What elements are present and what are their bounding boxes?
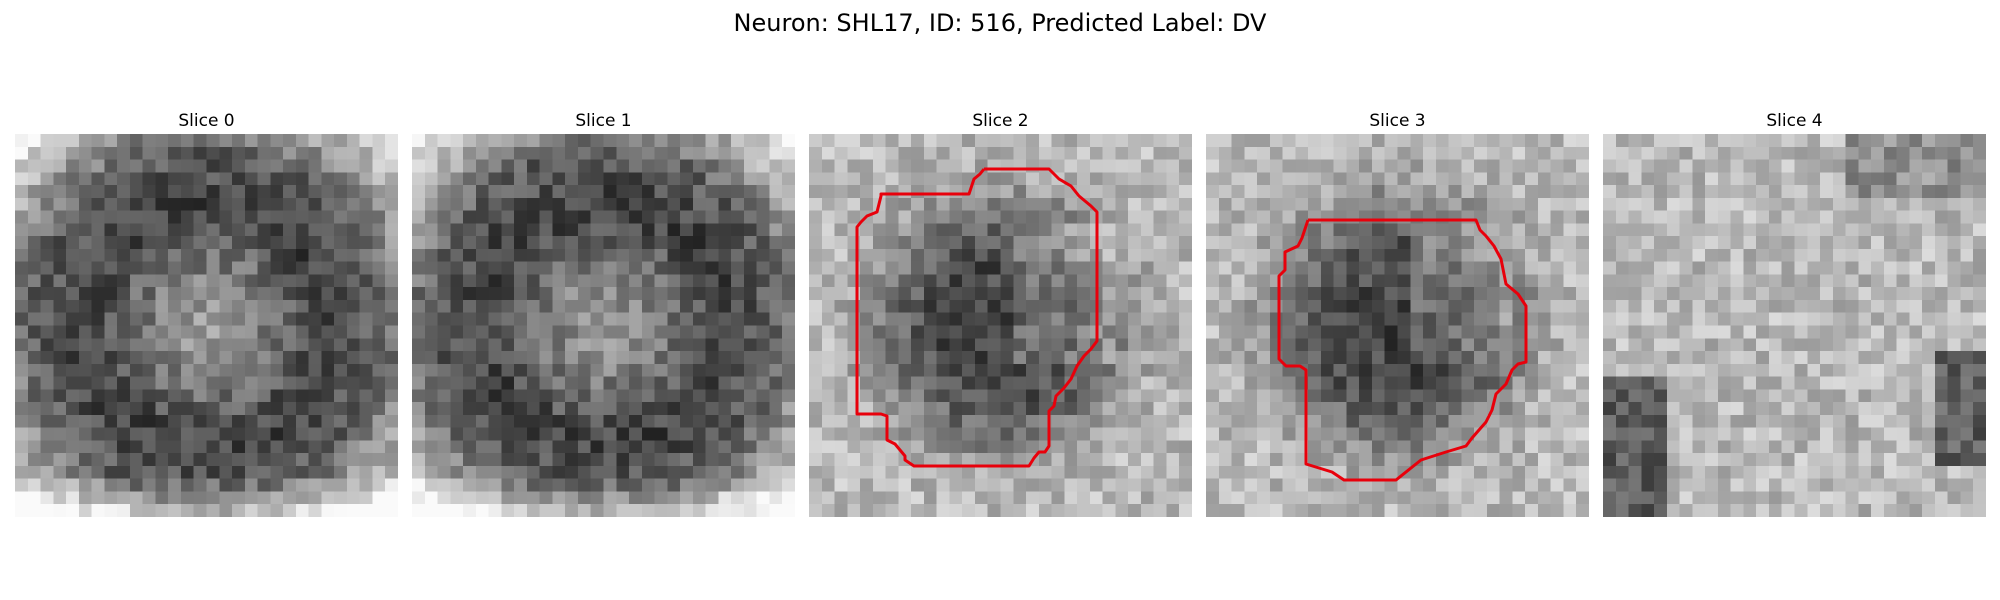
slice-image-1 [412,134,795,517]
slice-title-4: Slice 4 [1766,111,1823,131]
slice-panel-0: Slice 0 [15,110,398,523]
slice-panel-2: Slice 2 [809,110,1192,523]
slice-title-3: Slice 3 [1369,111,1426,131]
slice-image-0 [15,134,398,517]
slice-title-2: Slice 2 [972,111,1029,131]
slice-title-1: Slice 1 [575,111,632,131]
slice-panel-3: Slice 3 [1206,110,1589,523]
contour-overlay-3 [1277,218,1528,482]
figure-title: Neuron: SHL17, ID: 516, Predicted Label:… [733,9,1267,37]
segmentation-contour-3 [1277,218,1528,482]
slice-panel-1: Slice 1 [412,110,795,523]
slice-image-2 [809,134,1192,517]
segmentation-contour-2 [855,167,1099,468]
slice-title-0: Slice 0 [178,111,235,131]
slice-image-4 [1603,134,1986,517]
slice-panel-4: Slice 4 [1603,110,1986,523]
contour-overlay-2 [855,167,1099,468]
